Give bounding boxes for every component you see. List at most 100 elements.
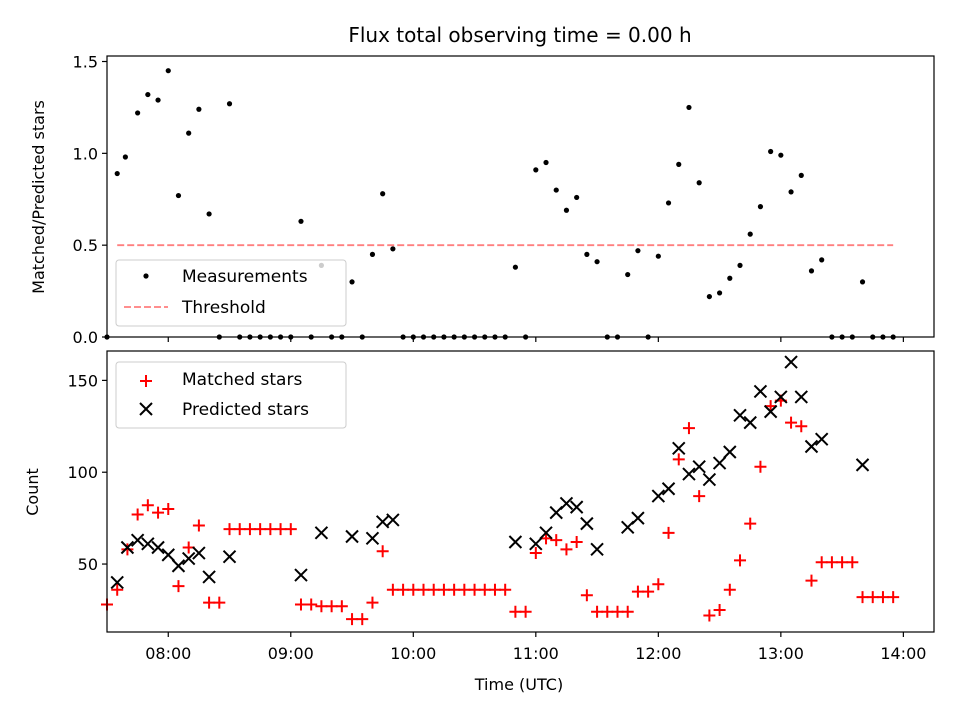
matched-stars-point [754,460,767,473]
predicted-stars-point [712,456,727,470]
matched-stars-point [805,574,818,587]
predicted-stars-point [814,432,829,446]
matched-stars-point [529,547,542,560]
predicted-stars-point [161,548,175,562]
matched-stars-legend-label: Matched stars [182,370,302,390]
measurement-point [737,262,743,268]
matched-stars-point [448,583,461,596]
matched-stars-point [846,556,859,569]
predicted-stars-point [375,515,390,529]
matched-stars-point [264,523,277,536]
measurement-point [135,110,141,116]
measurement-point [114,170,120,177]
matched-stars-point [203,596,216,609]
matched-stars-point [356,613,369,626]
measurement-point [819,257,825,263]
measurement-point [747,231,753,237]
measurement-point [706,293,712,300]
measurement-point [727,275,733,281]
x-tick-label: 11:00 [513,644,559,663]
predicted-stars-point [529,537,543,551]
measurement-point [175,192,182,199]
measurement-point [165,68,171,74]
matched-stars-point [111,583,124,596]
bottom-panel: 08:00 09:00 10:00 11:00 12:00 13:00 14:00 50 100… [23,350,935,694]
predicted-stars-legend-label: Predicted stars [182,400,309,420]
predicted-stars-point [651,489,666,503]
matched-stars-point [580,589,593,602]
predicted-stars-point [141,537,155,551]
predicted-stars-point [314,526,329,540]
predicted-stars-point [130,533,145,547]
matched-stars-point [703,609,716,622]
bottom-y-tick-label: 50 [78,555,98,574]
measurement-point [655,253,661,259]
matched-stars-point [876,591,889,604]
matched-stars-point [417,583,430,596]
measurement-point [665,200,672,206]
matched-stars-point [836,556,849,569]
measurement-point [768,148,774,155]
matched-stars-point [213,596,226,609]
measurement-point [635,248,641,254]
predicted-stars-point [345,529,359,544]
measurement-point [563,207,570,213]
matched-stars-point [325,600,338,613]
matched-stars-point [305,598,318,611]
predicted-stars-point [539,526,553,540]
matched-stars-point [315,600,328,613]
predicted-stars-point [202,570,216,584]
matched-stars-point [764,400,777,413]
measurement-point [543,159,549,166]
bottom-y-axis-label: Count [23,468,42,516]
matched-stars-point [162,502,175,515]
predicted-stars-point [682,467,696,481]
matched-stars-point [243,523,256,536]
predicted-stars-point [743,415,757,430]
matched-stars-point [335,600,348,613]
measurement-point [778,152,784,158]
predicted-stars-point [631,511,645,525]
x-tick-label: 10:00 [390,644,436,663]
matched-stars-point [407,583,420,596]
measurement-point [808,268,815,274]
matched-stars-point [672,453,685,466]
matched-stars-point [478,583,491,596]
measurement-point [594,259,600,265]
predicted-stars-point [569,500,584,514]
matched-stars-point [509,605,522,618]
top-y-tick-label: 1.5 [73,53,98,72]
matched-stars-point [713,603,726,616]
matched-stars-point [550,534,563,547]
predicted-stars-point [733,408,747,422]
bottom-y-tick-label: 100 [67,463,98,482]
x-tick-label: 12:00 [635,644,681,663]
top-y-tick-label: 0.0 [73,328,98,347]
top-legend: Measurements Threshold [115,259,347,327]
predicted-stars-point [559,496,574,511]
predicted-stars-point [110,575,124,590]
predicted-stars-point [151,540,165,555]
predicted-stars-point [804,439,819,454]
matched-stars-point [723,583,736,596]
matched-stars-point [223,523,236,536]
measurement-point [196,106,202,112]
matched-stars-point [284,523,297,536]
matched-stars-point [437,583,450,596]
top-panel: 0.0 0.5 1.0 1.5 Matched/Predicted stars Mea… [29,53,935,347]
measurement-point [574,194,580,201]
measurement-point [584,251,590,257]
predicted-stars-point [661,482,676,496]
predicted-stars-point [753,384,768,399]
matched-stars-point [141,499,154,512]
measurement-point [696,180,702,186]
predicted-stars-point [171,559,186,573]
bottom-legend: Matched stars Predicted stars [115,361,347,429]
bottom-axis: 08:00 09:00 10:00 11:00 12:00 13:00 14:00 50 100… [67,371,926,663]
matched-stars-point [560,543,573,556]
measurement-point [226,101,233,107]
matched-stars-point [152,506,165,519]
measurement-point [145,91,151,98]
x-tick-label: 08:00 [145,644,191,663]
